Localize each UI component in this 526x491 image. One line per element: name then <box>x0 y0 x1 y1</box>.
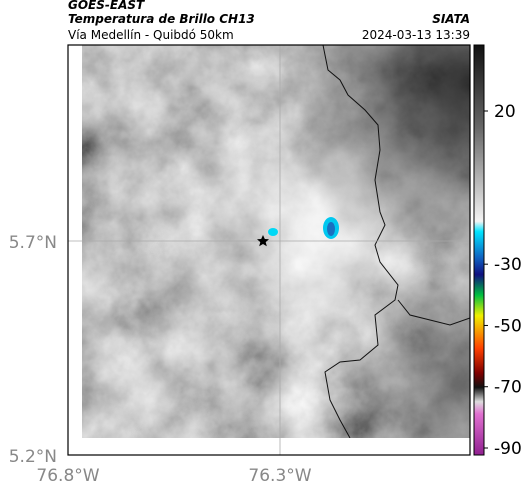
subtitle: Temperatura de Brillo CH13 <box>68 12 255 26</box>
lon-label: 76.8°W <box>36 466 99 486</box>
satellite-image <box>82 45 470 438</box>
location-marker <box>257 235 269 247</box>
lon-label: 76.3°W <box>248 466 311 486</box>
lat-label: 5.2°N <box>9 447 57 467</box>
timestamp: 2024-03-13 13:39 <box>362 28 470 42</box>
border <box>397 299 470 326</box>
map-frame <box>67 44 471 456</box>
border <box>322 45 399 438</box>
lat-label: 5.7°N <box>9 233 57 253</box>
route: Vía Medellín - Quibdó 50km <box>68 28 234 42</box>
colorbar <box>473 44 485 456</box>
cold-cloud-core <box>327 222 335 236</box>
source: SIATA <box>432 12 470 26</box>
title: GOES-EAST <box>68 0 145 12</box>
colorbar-label: -70 <box>494 378 522 398</box>
colorbar-label: -50 <box>494 316 522 336</box>
colorbar-label: -90 <box>494 439 522 459</box>
cold-cloud <box>268 228 278 236</box>
colorbar-label: -30 <box>494 255 522 275</box>
colorbar-label: 20 <box>494 102 516 122</box>
